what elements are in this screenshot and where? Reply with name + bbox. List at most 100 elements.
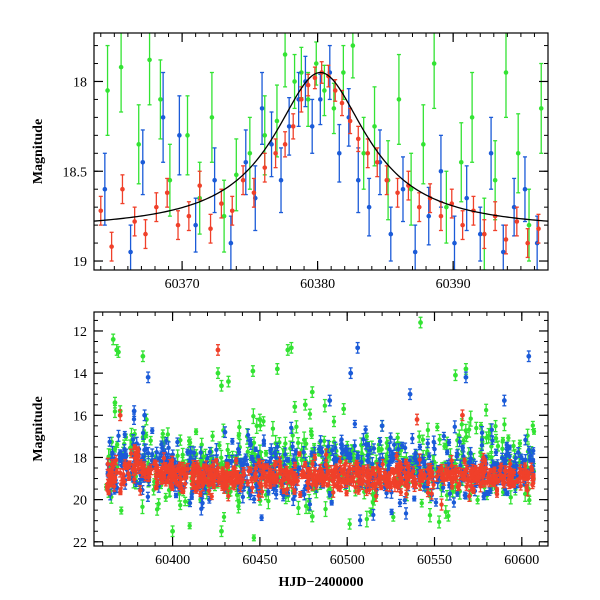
- data-point-blue: [441, 431, 447, 441]
- data-point-blue: [150, 427, 155, 434]
- data-point-green: [303, 437, 309, 450]
- data-point-blue: [501, 394, 507, 407]
- data-point-green: [178, 500, 183, 511]
- y-tick-label: 19: [73, 255, 87, 270]
- data-point-red: [228, 471, 233, 477]
- data-point-blue: [355, 341, 361, 354]
- data-point-green: [186, 436, 192, 446]
- data-point-green: [219, 379, 224, 392]
- data-point-green: [437, 433, 442, 446]
- data-point-green: [517, 439, 523, 448]
- y-axis-title: Magnitude: [31, 119, 46, 184]
- model-curve: [94, 71, 548, 222]
- y-tick-label: 14: [73, 367, 87, 382]
- data-point-green: [292, 400, 298, 413]
- data-point-green: [475, 495, 480, 505]
- data-point-blue: [301, 445, 306, 459]
- data-point-blue: [319, 446, 325, 458]
- data-point-green: [247, 116, 253, 190]
- data-point-green: [250, 365, 256, 377]
- outliers-red: [117, 344, 465, 426]
- data-point-green: [364, 510, 370, 528]
- data-point-green: [469, 71, 475, 163]
- data-point-red: [525, 228, 530, 259]
- data-point-red: [299, 86, 304, 113]
- data-point-green: [308, 427, 314, 435]
- y-axis-title: Magnitude: [31, 396, 46, 461]
- data-point-green: [261, 416, 266, 427]
- data-point-green: [419, 498, 424, 508]
- y-tick-label: 20: [73, 494, 87, 509]
- data-point-blue: [175, 437, 180, 447]
- data-point-blue: [352, 439, 357, 453]
- data-point-blue: [493, 448, 499, 456]
- data-point-green: [296, 500, 301, 516]
- data-point-blue: [236, 448, 242, 456]
- top-plot-area: [94, 33, 548, 270]
- data-point-blue: [366, 177, 372, 237]
- data-point-blue: [397, 498, 403, 508]
- x-tick-label: 60400: [155, 553, 190, 568]
- data-point-green: [527, 495, 532, 505]
- series-red: [98, 61, 541, 262]
- data-point-green: [511, 440, 516, 452]
- top-axes: 60370 60380 60390 18 18.5 19 Magnitude: [31, 32, 549, 292]
- data-point-blue: [329, 499, 334, 506]
- data-point-blue: [464, 165, 469, 232]
- bottom-data-marks: [104, 316, 537, 542]
- data-point-blue: [212, 147, 217, 214]
- data-point-green: [274, 84, 280, 158]
- data-point-green: [538, 62, 544, 154]
- data-point-red: [154, 192, 159, 223]
- y-tick-label: 18: [73, 75, 87, 90]
- data-point-blue: [433, 498, 439, 507]
- data-point-blue: [251, 457, 256, 466]
- data-point-blue: [452, 420, 458, 434]
- data-point-blue: [307, 497, 313, 511]
- data-point-green: [105, 44, 110, 136]
- data-point-green: [167, 143, 173, 217]
- data-point-green: [502, 417, 507, 432]
- data-point-blue: [502, 456, 508, 464]
- data-point-green: [418, 316, 423, 329]
- data-point-green: [217, 441, 222, 450]
- data-point-red: [503, 224, 509, 255]
- data-point-green: [526, 188, 532, 262]
- data-point-red: [215, 344, 221, 356]
- data-point-blue: [160, 71, 166, 163]
- data-point-blue: [128, 224, 133, 270]
- data-point-green: [323, 501, 328, 518]
- data-point-red: [439, 498, 444, 511]
- data-point-blue: [388, 206, 394, 262]
- data-point-red: [536, 213, 541, 244]
- x-axis-title: HJD−2400000: [279, 575, 364, 590]
- data-point-green: [493, 419, 498, 433]
- data-point-red: [361, 465, 366, 471]
- data-point-blue: [131, 405, 137, 418]
- data-point-green: [236, 498, 241, 514]
- data-point-blue: [259, 514, 264, 522]
- data-point-red: [186, 201, 192, 232]
- data-point-blue: [261, 440, 267, 447]
- data-point-red: [251, 177, 257, 208]
- data-point-green: [237, 420, 242, 435]
- y-tick-label: 22: [73, 536, 87, 551]
- y-tick-label: 12: [73, 325, 87, 340]
- data-point-green: [431, 33, 437, 110]
- y-tick-label: 18: [73, 451, 87, 466]
- data-point-blue: [177, 95, 182, 176]
- data-point-blue: [102, 152, 108, 226]
- data-point-green: [322, 398, 328, 413]
- data-point-red: [460, 210, 465, 241]
- data-point-blue: [193, 197, 198, 253]
- data-point-green: [420, 434, 426, 445]
- data-point-green: [163, 492, 168, 502]
- data-point-red: [444, 476, 449, 482]
- data-point-blue: [526, 350, 532, 363]
- data-point-green: [233, 138, 239, 212]
- data-point-green: [350, 33, 356, 79]
- data-point-blue: [432, 442, 437, 456]
- data-point-green: [453, 369, 458, 382]
- data-point-blue: [513, 452, 518, 464]
